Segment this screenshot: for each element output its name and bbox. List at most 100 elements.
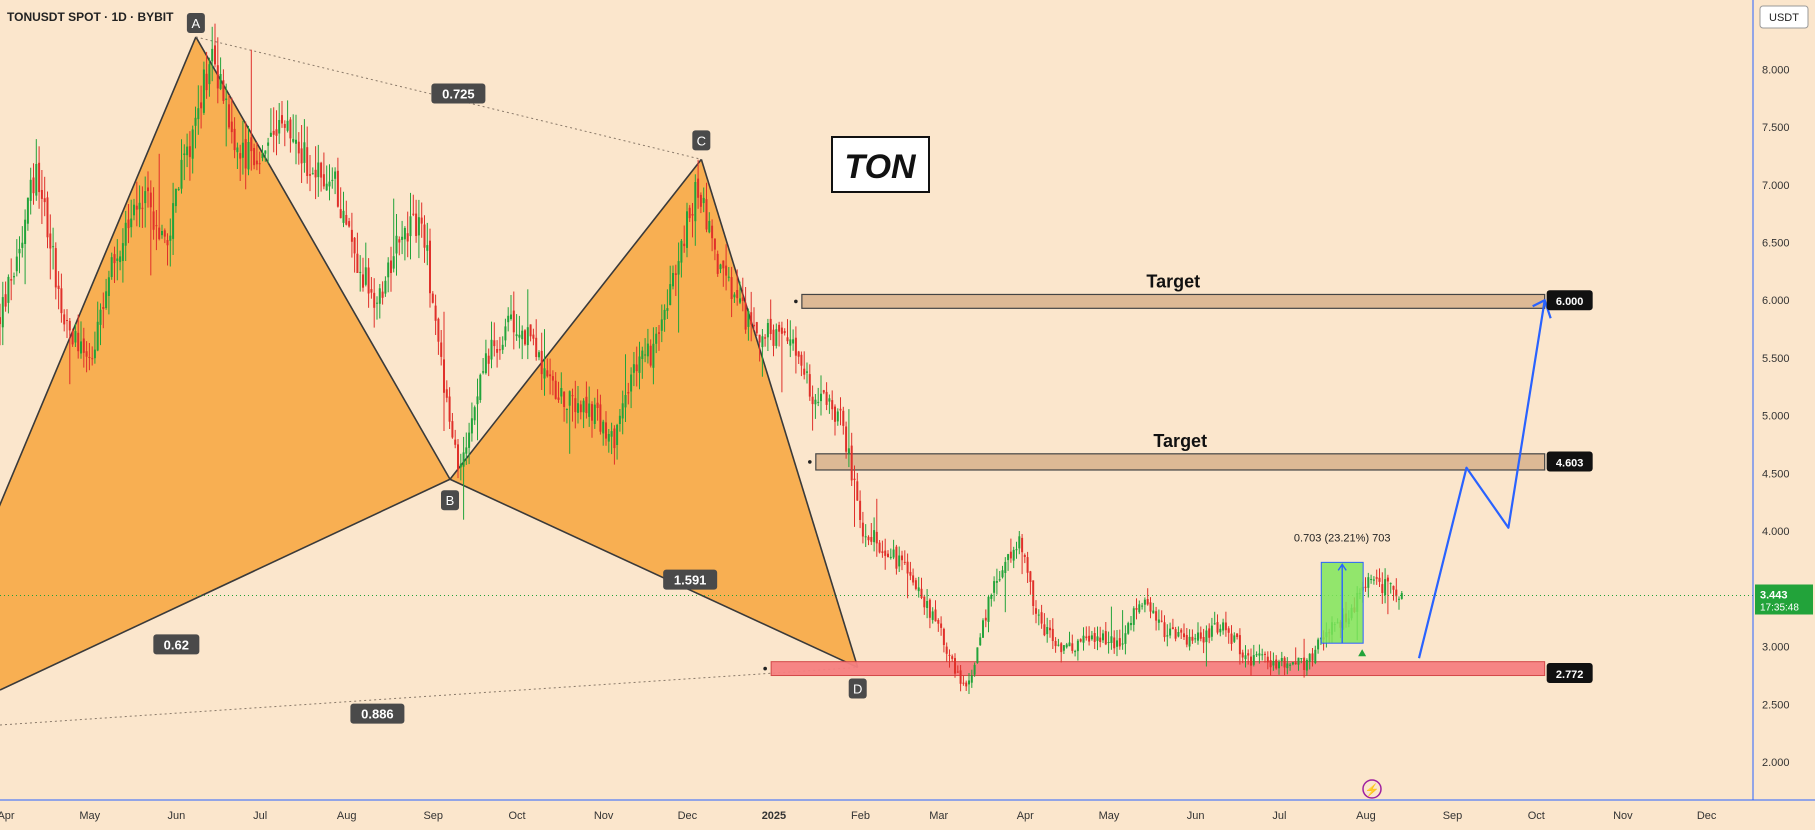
candle-body xyxy=(881,551,884,553)
title-box xyxy=(831,136,930,193)
candle-body xyxy=(1286,663,1289,669)
candle-body xyxy=(725,265,728,276)
candle-body xyxy=(1364,586,1367,588)
candle-body xyxy=(1132,608,1135,625)
candle-body xyxy=(540,350,543,375)
candle-body xyxy=(914,580,917,589)
price-tick-label: 2.000 xyxy=(1762,757,1790,769)
candle-body xyxy=(303,142,306,163)
candle-body xyxy=(1213,623,1216,625)
candle-body xyxy=(116,258,119,261)
candle-body xyxy=(504,326,507,341)
time-tick-label: Jul xyxy=(1272,810,1286,822)
candle-body xyxy=(1049,627,1051,631)
candle-body xyxy=(663,309,666,320)
candle-body xyxy=(641,350,644,359)
candle-body xyxy=(820,393,822,402)
time-tick-label: 2025 xyxy=(762,810,786,822)
candle-body xyxy=(247,142,250,170)
candle-body xyxy=(928,599,931,618)
pattern-triangle-xab xyxy=(0,36,451,690)
candle-body xyxy=(52,246,55,248)
candle-body xyxy=(789,339,792,346)
candle-body xyxy=(1130,623,1132,626)
level-value-label: 4.603 xyxy=(1556,458,1584,470)
lightning-icon xyxy=(1362,779,1382,799)
candle-body xyxy=(434,305,437,321)
time-tick-label: Nov xyxy=(1613,810,1633,822)
candle-body xyxy=(1224,622,1227,631)
candle-body xyxy=(878,542,881,553)
candle-body xyxy=(1255,654,1258,656)
candle-body xyxy=(286,120,289,131)
candle-body xyxy=(417,217,420,236)
candle-body xyxy=(895,546,898,569)
candle-body xyxy=(1197,632,1199,641)
ratio-badge xyxy=(431,83,486,104)
candle-body xyxy=(599,404,602,432)
measure-arrowhead xyxy=(1337,563,1347,571)
price-tick-label: 2.500 xyxy=(1762,699,1790,711)
time-tick-label: Sep xyxy=(423,810,443,822)
projection-arrowhead xyxy=(1532,298,1552,319)
projection-path xyxy=(1417,300,1546,659)
candle-body xyxy=(119,256,122,263)
candle-body xyxy=(484,353,487,374)
candle-body xyxy=(219,74,222,89)
candle-body xyxy=(635,364,638,372)
candle-body xyxy=(1085,636,1088,639)
candle-body xyxy=(490,339,493,360)
candle-body xyxy=(632,364,635,373)
support-zone xyxy=(770,661,1546,677)
pattern-triangle-bcd xyxy=(450,159,858,668)
candle-body xyxy=(512,310,515,333)
target-zone xyxy=(815,453,1546,471)
lightning-icon-glyph: ⚡ xyxy=(1365,783,1380,797)
time-tick-label: Apr xyxy=(0,810,15,822)
candle-body xyxy=(1174,629,1177,639)
candle-body xyxy=(965,682,968,687)
candle-body xyxy=(163,230,166,237)
time-tick-label: Feb xyxy=(851,810,870,822)
candle-body xyxy=(451,421,454,438)
candle-body xyxy=(448,396,451,422)
candle-body xyxy=(1163,622,1166,638)
candle-body xyxy=(535,337,538,357)
candle-body xyxy=(1308,653,1311,662)
candle-body xyxy=(568,391,571,406)
candle-body xyxy=(46,197,49,238)
candle-body xyxy=(233,128,236,151)
candle-body xyxy=(275,129,278,136)
ratio-badge xyxy=(153,634,200,655)
candle-body xyxy=(847,448,850,454)
candle-body xyxy=(60,288,63,314)
candle-body xyxy=(350,229,353,242)
candle-body xyxy=(931,611,934,620)
candle-body xyxy=(898,555,901,567)
candle-body xyxy=(1093,633,1096,642)
candle-body xyxy=(49,233,52,249)
candle-body xyxy=(470,418,473,434)
candle-body xyxy=(680,240,683,263)
candle-body xyxy=(1188,636,1191,647)
candle-body xyxy=(621,403,624,419)
candle-body xyxy=(987,596,990,622)
candle-body xyxy=(808,374,811,397)
candle-body xyxy=(845,426,848,452)
candle-body xyxy=(468,432,471,448)
measure-label: 0.703 (23.21%) 703 xyxy=(1294,532,1391,544)
candle-body xyxy=(1141,605,1144,607)
currency-label: USDT xyxy=(1769,12,1799,24)
pattern-leg-xa xyxy=(0,36,197,507)
candle-body xyxy=(772,329,775,346)
candle-body xyxy=(1219,628,1222,633)
candle-body xyxy=(482,371,485,373)
candle-body xyxy=(861,522,864,537)
candle-body xyxy=(454,439,457,445)
candle-body xyxy=(912,575,915,583)
candle-body xyxy=(292,139,295,142)
candle-body xyxy=(1029,571,1032,582)
price-tick-label: 3.000 xyxy=(1762,642,1790,654)
